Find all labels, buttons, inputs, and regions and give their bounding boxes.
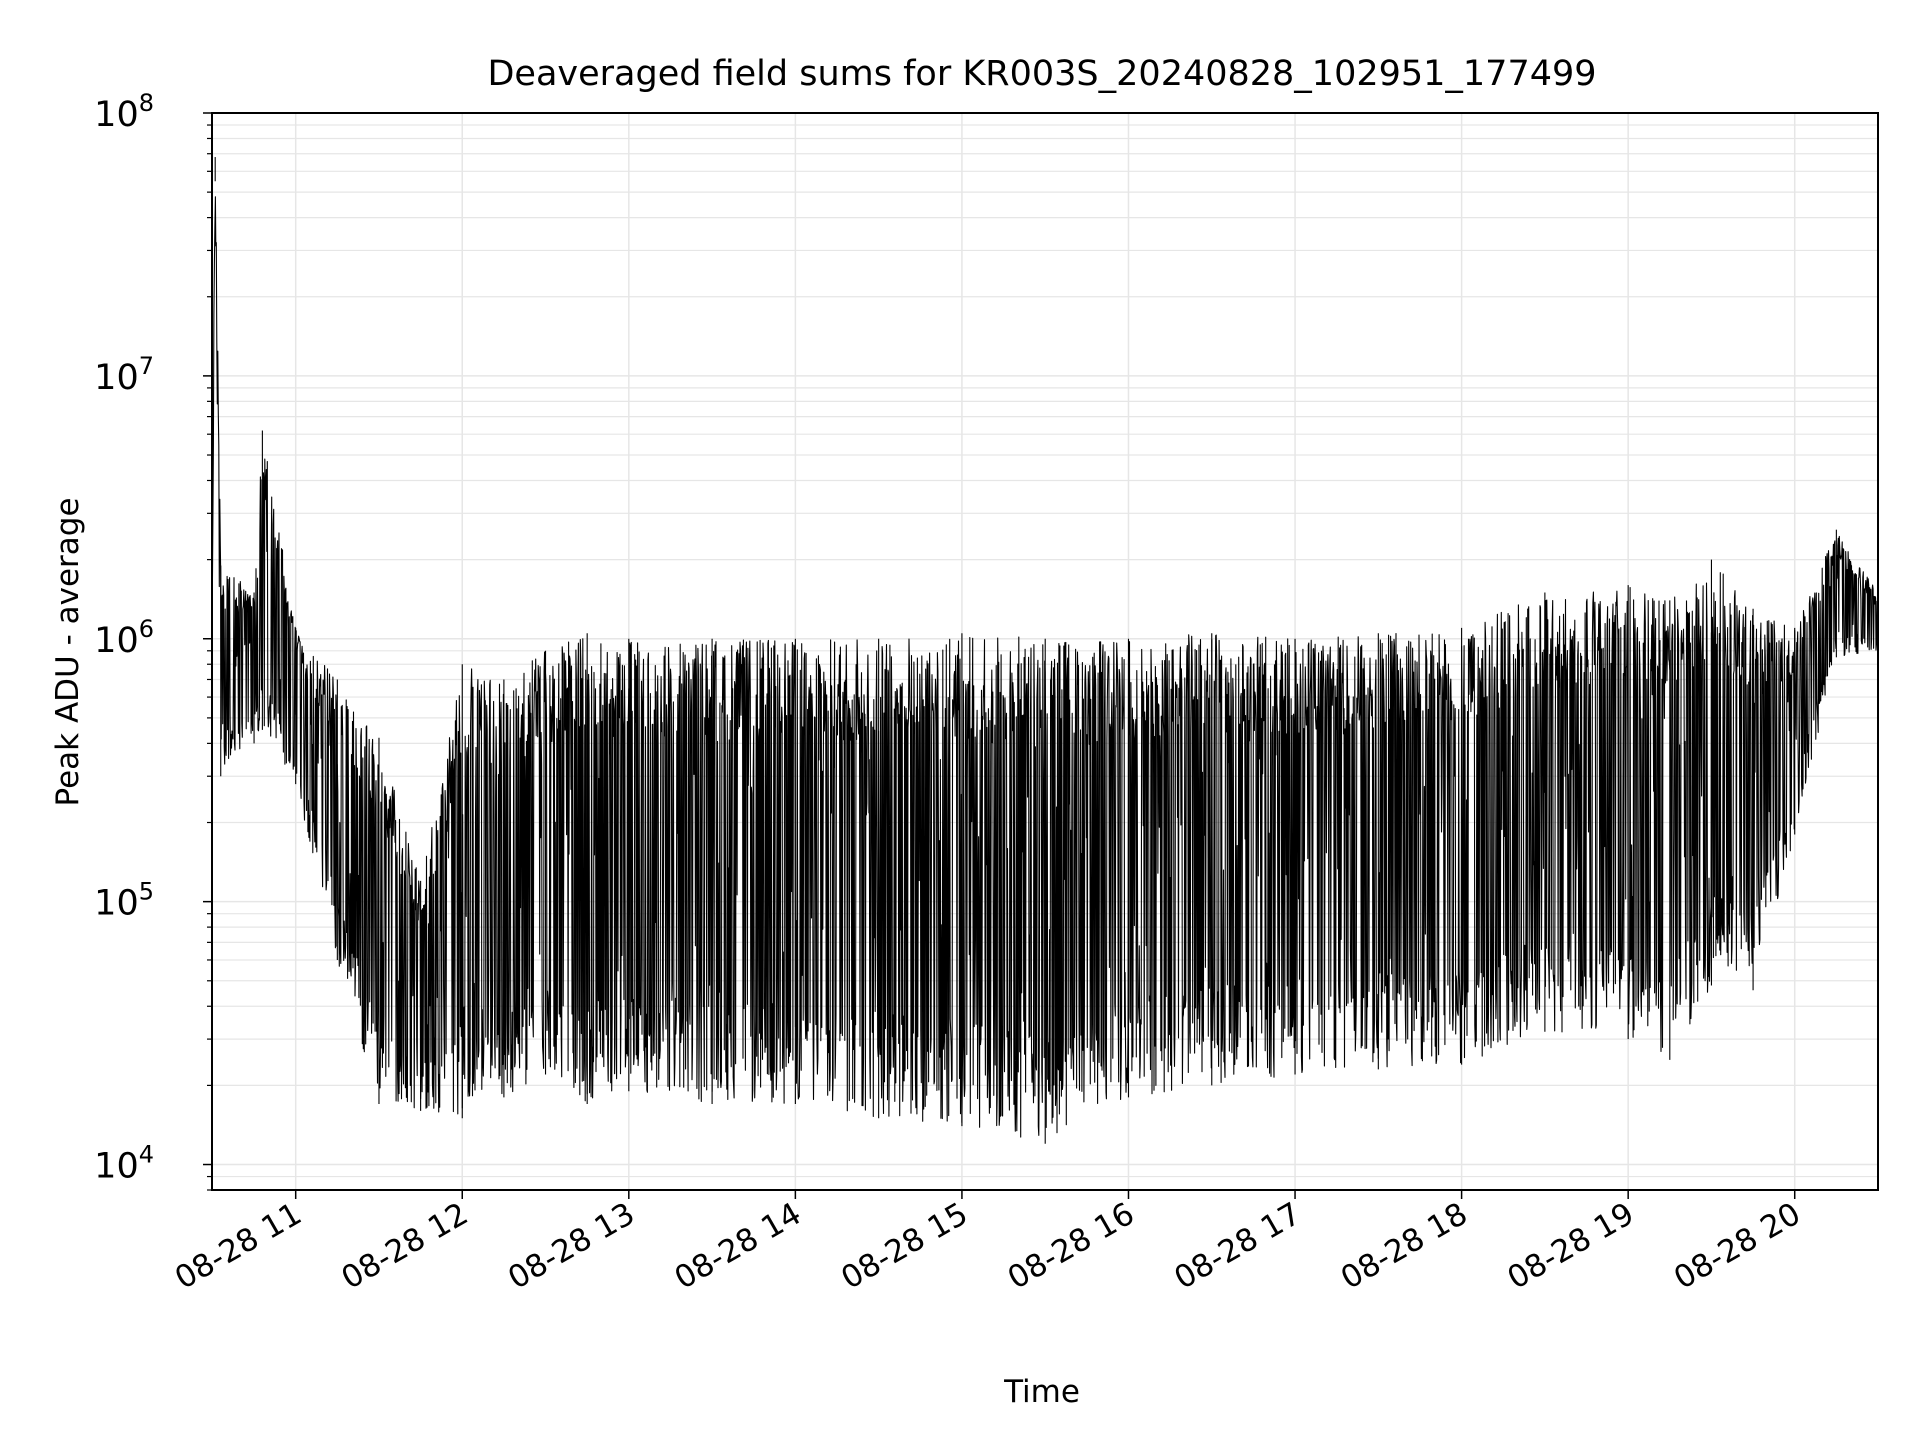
y-tick-label: 108 xyxy=(94,89,154,135)
y-tick-label: 104 xyxy=(94,1141,154,1187)
y-tick-label: 106 xyxy=(94,615,154,661)
y-axis-label: Peak ADU - average xyxy=(50,497,86,806)
y-tick-label: 107 xyxy=(94,352,154,398)
chart-title: Deaveraged field sums for KR003S_2024082… xyxy=(487,54,1596,94)
plot-area-frame xyxy=(211,112,1879,1191)
x-axis-label: Time xyxy=(1003,1374,1080,1410)
y-tick-label: 105 xyxy=(94,878,154,924)
data-series xyxy=(211,157,1879,1144)
